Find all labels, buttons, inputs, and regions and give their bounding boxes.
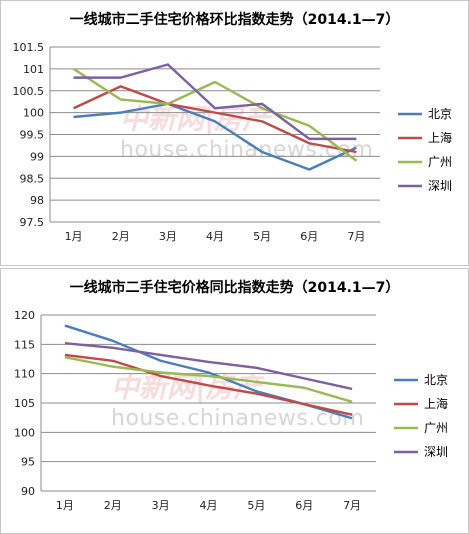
y-tick-label: 110	[14, 368, 35, 381]
y-tick-label: 97.5	[20, 216, 45, 229]
x-tick-label: 4月	[206, 230, 224, 243]
series-line-北京	[73, 102, 357, 171]
series-line-广州	[72, 67, 358, 162]
series-line-上海	[64, 353, 353, 416]
y-tick-label: 100	[14, 426, 35, 439]
x-tick-label: 2月	[112, 230, 130, 243]
series-line-上海	[73, 85, 357, 154]
y-tick-label: 115	[14, 338, 35, 351]
x-tick-label: 7月	[347, 230, 365, 243]
chart-title: 一线城市二手住宅价格环比指数走势（2014.1—7）	[69, 12, 400, 28]
y-tick-label: 99	[30, 150, 44, 163]
legend-label: 深圳	[424, 445, 448, 459]
x-tick-label: 1月	[56, 499, 74, 512]
y-tick-label: 98	[30, 194, 44, 207]
y-tick-label: 120	[14, 309, 35, 322]
chart-title: 一线城市二手住宅价格同比指数走势（2014.1—7）	[69, 280, 400, 296]
legend-label: 广州	[428, 155, 452, 169]
x-tick-label: 2月	[104, 499, 122, 512]
legend-label: 北京	[424, 373, 448, 387]
chart-yoy-svg: 中新网|房产house.chinanews.com909510010511011…	[14, 309, 448, 512]
y-tick-label: 100.5	[13, 85, 45, 98]
legend-label: 深圳	[428, 179, 452, 193]
series-line-深圳	[73, 63, 357, 141]
y-tick-label: 90	[21, 485, 35, 498]
chart-panel-mom: 一线城市二手住宅价格环比指数走势（2014.1—7） 中新网|房产 house.c…	[0, 0, 469, 266]
legend-label: 上海	[428, 130, 452, 145]
x-tick-label: 4月	[200, 499, 218, 512]
y-tick-label: 98.5	[20, 172, 45, 185]
series-line-广州	[64, 356, 353, 403]
x-tick-label: 7月	[343, 499, 361, 512]
y-tick-label: 100	[23, 107, 44, 120]
x-tick-label: 1月	[65, 230, 83, 243]
x-tick-label: 5月	[253, 230, 271, 243]
x-tick-label: 3月	[159, 230, 177, 243]
y-tick-label: 101	[23, 63, 44, 76]
chart-panel-yoy: 一线城市二手住宅价格同比指数走势（2014.1—7） 中新网|房产 house.c…	[0, 268, 469, 534]
y-tick-label: 101.5	[13, 41, 45, 54]
x-tick-label: 5月	[247, 499, 265, 512]
x-tick-label: 6月	[300, 230, 318, 243]
y-tick-label: 99.5	[20, 129, 45, 142]
y-tick-label: 95	[21, 456, 35, 469]
legend-label: 北京	[428, 107, 452, 121]
y-tick-label: 105	[14, 397, 35, 410]
legend-label: 广州	[424, 421, 448, 435]
series-line-深圳	[64, 341, 353, 391]
watermark-cn-text: 中新网|房产	[111, 371, 264, 404]
x-tick-label: 6月	[295, 499, 313, 512]
legend-label: 上海	[424, 396, 448, 411]
x-tick-label: 3月	[152, 499, 170, 512]
